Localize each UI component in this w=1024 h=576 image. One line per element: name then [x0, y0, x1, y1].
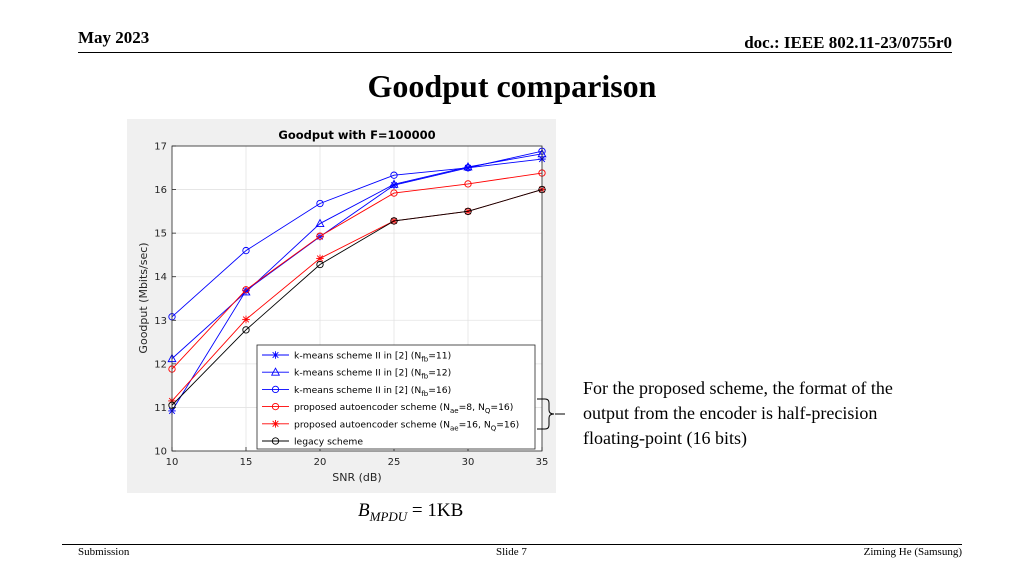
legend-marker [271, 420, 280, 428]
mpdu-size-label: BMPDU = 1KB [358, 500, 463, 525]
x-tick-label: 25 [388, 457, 401, 468]
axis-ticks: 10 15 20 25 30 35 10 11 12 13 14 15 16 17 [154, 142, 548, 469]
header-doc-id: doc.: IEEE 802.11-23/0755r0 [744, 33, 952, 52]
y-tick-label: 14 [154, 272, 167, 283]
legend-label: k-means scheme II in [2] (Nfb=12) [294, 368, 451, 381]
y-tick-label: 10 [154, 447, 167, 458]
data-point [242, 286, 250, 294]
footer-submission: Submission [78, 546, 130, 558]
legend-entry: proposed autoencoder scheme (Nae=16, NQ=… [262, 419, 519, 432]
data-point [390, 171, 398, 179]
legend-entry: k-means scheme II in [2] (Nfb=12) [262, 367, 451, 381]
chart-title: Goodput with F=100000 [278, 128, 435, 142]
data-point [389, 179, 399, 188]
data-point [464, 164, 472, 172]
legend-marker [271, 351, 280, 359]
series-line [171, 172, 543, 370]
header-rule [78, 52, 952, 53]
y-tick-label: 12 [154, 359, 167, 370]
legend-label: k-means scheme II in [2] (Nfb=16) [294, 385, 451, 398]
plot-frame [171, 145, 543, 452]
data-point [390, 189, 398, 197]
legend-marker [271, 437, 280, 445]
mpdu-subscript: MPDU [369, 508, 408, 524]
data-point [463, 161, 473, 171]
data-point [316, 260, 324, 269]
data-point [464, 180, 472, 188]
legend-marker [270, 367, 281, 376]
header-date: May 2023 [78, 28, 150, 47]
chart-legend: k-means scheme II in [2] (Nfb=11) k-means… [256, 344, 536, 450]
legend-entry: proposed autoencoder scheme (Nae=8, NQ=1… [262, 402, 513, 415]
y-tick-label: 17 [154, 142, 167, 153]
x-tick-label: 20 [314, 457, 327, 468]
y-tick-label: 15 [154, 229, 167, 240]
mpdu-symbol: B [358, 500, 370, 521]
legend-entry: k-means scheme II in [2] (Nfb=16) [262, 385, 451, 398]
y-axis-label: Goodput (Mbits/sec) [137, 242, 150, 353]
series-layer [167, 147, 547, 415]
x-tick-label: 30 [462, 457, 475, 468]
data-point [316, 232, 324, 240]
legend-label: proposed autoencoder scheme (Nae=16, NQ=… [294, 419, 519, 432]
data-point [242, 315, 250, 324]
y-tick-label: 13 [154, 316, 167, 327]
x-tick-label: 10 [166, 457, 179, 468]
encoder-format-note: For the proposed scheme, the format of t… [583, 378, 893, 448]
data-point [242, 326, 250, 334]
footer-slide-number: Slide 7 [496, 546, 527, 558]
legend-marker [271, 402, 280, 411]
legend-label: legacy scheme [294, 437, 363, 448]
x-axis-label: SNR (dB) [332, 471, 381, 484]
legend-box [256, 344, 536, 450]
chart-figure: 10 15 20 25 30 35 10 11 12 13 14 15 16 17 Goodput wit… [127, 119, 556, 493]
y-tick-label: 16 [154, 185, 167, 196]
data-point [464, 207, 472, 216]
x-tick-label: 35 [536, 457, 549, 468]
series-line [171, 150, 543, 318]
y-tick-label: 11 [154, 403, 167, 414]
legend-marker [271, 385, 280, 394]
slide-title: Goodput comparison [367, 68, 657, 104]
series-line [171, 189, 543, 406]
data-point [316, 199, 324, 208]
series-line [171, 158, 543, 412]
footer-rule [62, 544, 962, 545]
mpdu-value: = 1KB [411, 500, 464, 521]
legend-entry: legacy scheme [262, 437, 363, 448]
footer-author: Ziming He (Samsung) [863, 546, 962, 558]
data-point [315, 218, 325, 228]
data-point [390, 217, 398, 225]
legend-label: proposed autoencoder scheme (Nae=8, NQ=1… [294, 402, 513, 415]
legend-label: k-means scheme II in [2] (Nfb=11) [294, 351, 451, 364]
data-point [242, 246, 250, 255]
legend-entry: k-means scheme II in [2] (Nfb=11) [262, 351, 451, 364]
x-tick-label: 15 [240, 457, 253, 468]
brace-connector [537, 398, 565, 430]
goodput-chart: 10 15 20 25 30 35 10 11 12 13 14 15 16 17 Goodput wit… [137, 128, 548, 484]
